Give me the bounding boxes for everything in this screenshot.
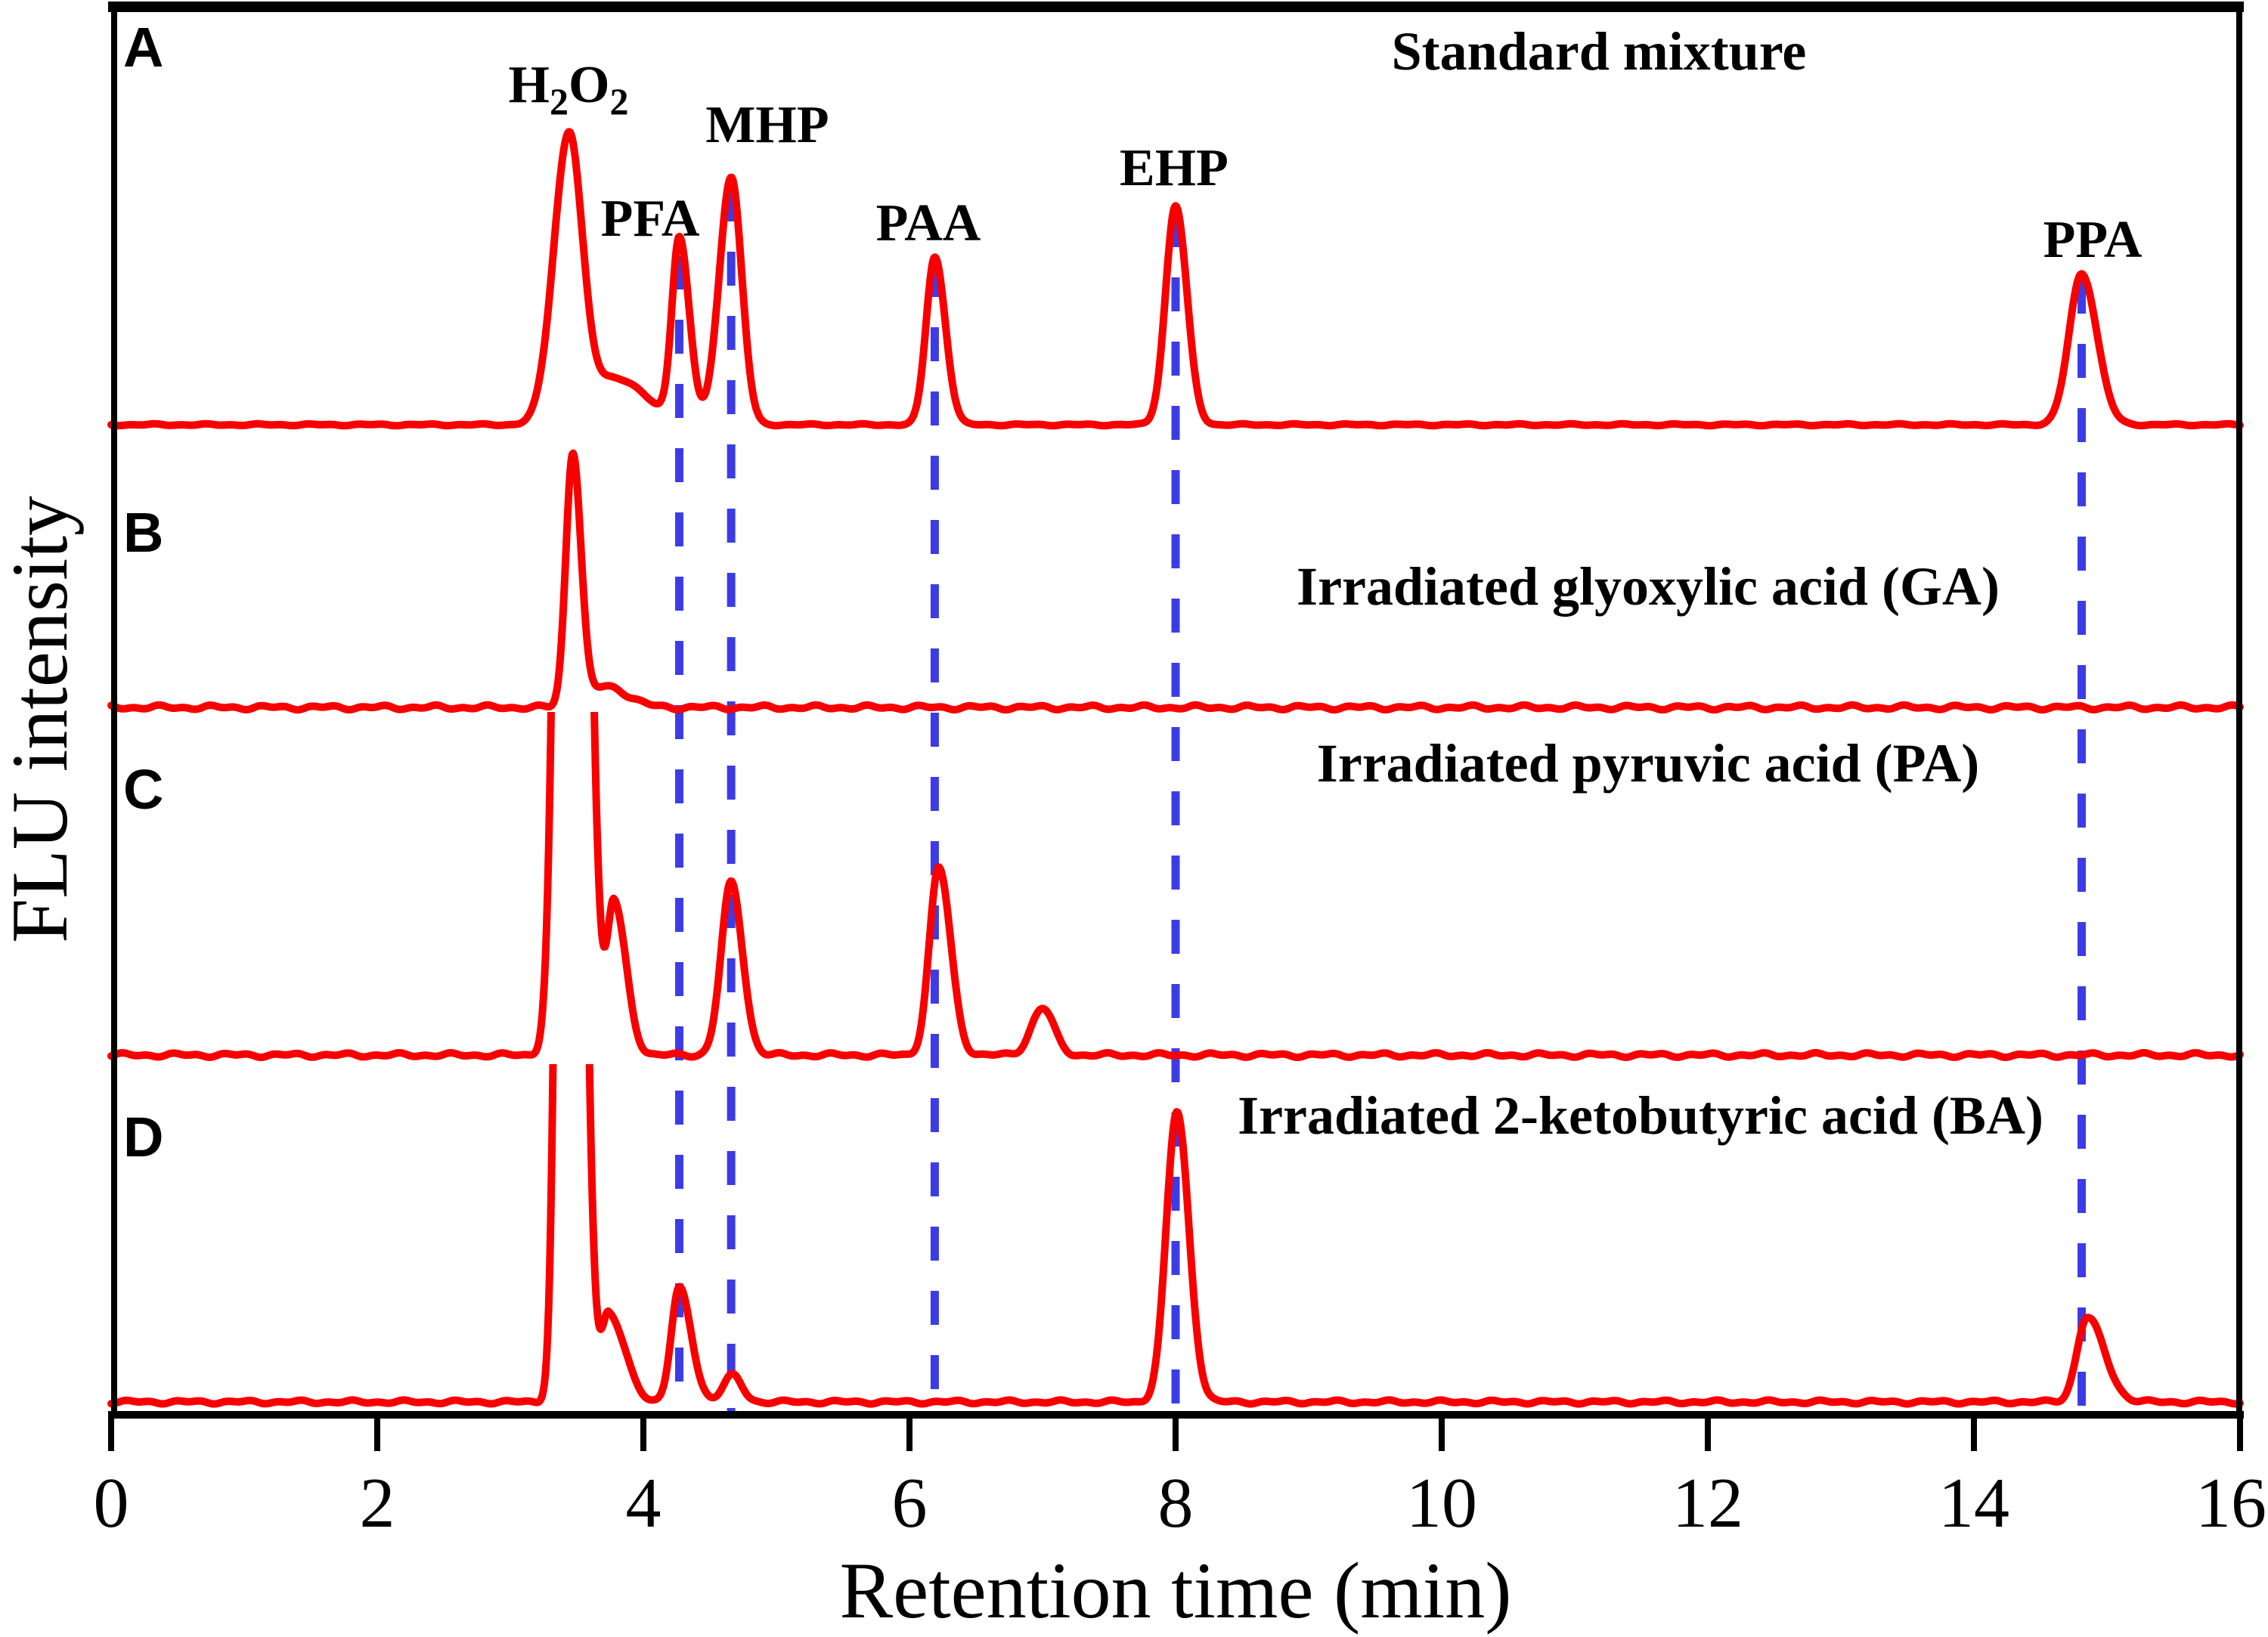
trace-panel-d	[107, 1064, 2244, 1408]
peak-label-mhp: MHP	[705, 96, 829, 154]
trace-panel-b	[107, 449, 2244, 714]
panel-letter-b: B	[123, 501, 163, 564]
x-tick-label-14: 14	[1938, 1464, 2009, 1543]
trace-panel-a	[107, 128, 2244, 430]
dashed-guide-lines	[675, 187, 2087, 1412]
peak-label-ppa: PPA	[2043, 211, 2143, 269]
x-ticks: 0 2 4 6 8 10 12 14 16	[94, 1415, 2266, 1543]
trace-panel-c	[107, 712, 2244, 1061]
y-axis-title: FLU intensity	[0, 496, 84, 943]
panel-title-a: Standard mixture	[1392, 21, 1807, 82]
x-tick-label-12: 12	[1672, 1464, 1743, 1543]
x-tick-label-2: 2	[360, 1464, 395, 1543]
panel-letter-d: D	[123, 1106, 163, 1168]
panel-title-b: Irradiated glyoxylic acid (GA)	[1297, 556, 2000, 617]
x-tick-label-10: 10	[1406, 1464, 1477, 1543]
x-tick-label-8: 8	[1158, 1464, 1194, 1543]
x-tick-label-6: 6	[892, 1464, 928, 1543]
x-tick-label-0: 0	[94, 1464, 129, 1543]
peak-label-h2o2: H2O2	[509, 56, 629, 122]
x-tick-label-16: 16	[2195, 1464, 2266, 1543]
peak-label-ehp: EHP	[1120, 139, 1228, 197]
panel-letter-a: A	[123, 16, 163, 79]
panel-title-c: Irradiated pyruvic acid (PA)	[1317, 733, 1980, 794]
trace-layer	[107, 128, 2244, 1408]
panel-letter-c: C	[123, 758, 163, 821]
x-axis-title: Retention time (min)	[839, 1546, 1511, 1635]
peak-label-pfa: PFA	[601, 190, 700, 248]
peak-label-paa: PAA	[876, 194, 981, 252]
panel-title-d: Irradiated 2-ketobutyric acid (BA)	[1238, 1085, 2043, 1146]
x-tick-label-4: 4	[626, 1464, 662, 1543]
